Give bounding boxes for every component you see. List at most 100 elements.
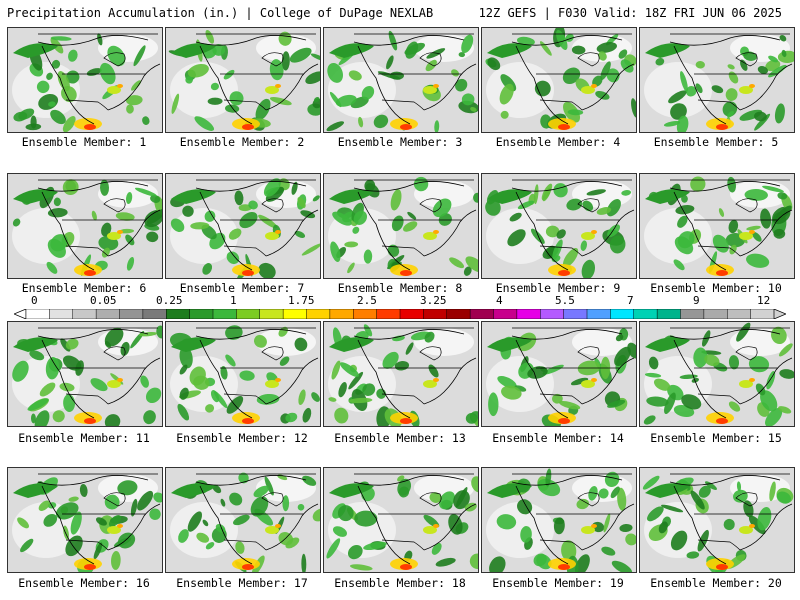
precip-blob [337,505,354,522]
precip-blob [196,532,210,543]
precip-blob [646,396,669,407]
moderate-precip [265,380,279,388]
map-panel [481,173,637,279]
member-label: Ensemble Member: 18 [334,576,466,590]
precip-map [166,322,320,426]
precip-blob [643,415,656,425]
east-coastline [581,503,635,551]
member-label: Ensemble Member: 6 [21,281,147,295]
precip-blob [187,63,209,78]
precip-blob [777,192,788,200]
precip-blob [556,229,566,239]
precip-blob [556,30,568,50]
colorbar-swatch [563,309,588,319]
colorbar-swatch [236,309,261,319]
precip-blob [265,186,285,202]
member-label: Ensemble Member: 17 [176,576,308,590]
precip-blob [729,244,737,255]
precip-blob [39,382,56,397]
precip-blob [534,80,551,97]
precip-blob [598,488,609,499]
precip-blob [43,513,58,527]
precip-map [8,468,162,572]
precip-blob [104,414,121,426]
precip-map [482,174,636,278]
us-mexico-border [539,245,583,257]
precip-blob [140,375,149,388]
precip-blob [179,364,188,375]
map-panel [639,27,795,133]
precip-blob [311,392,320,402]
precip-blob [677,215,688,228]
precip-band [645,43,690,58]
arctic-coastline [195,179,316,192]
east-coastline [265,357,319,405]
precip-blob [601,546,616,556]
precip-blob [596,207,612,215]
precip-blob [12,218,21,227]
heavy-precip [558,418,570,424]
precip-blob [38,500,50,511]
precip-band [329,43,374,58]
colorbar [14,309,786,319]
moderate-precip [433,230,439,234]
precip-blob [545,225,560,238]
heavy-precip [400,564,412,570]
precip-blob [673,259,685,271]
precip-blob [644,372,662,378]
precip-map [324,174,478,278]
us-mexico-border [65,393,109,405]
precip-blob [348,70,362,81]
map-panel [7,321,163,427]
colorbar-swatch [610,309,635,319]
precip-blob [674,236,694,255]
precip-blob [12,360,29,382]
precip-blob [99,62,116,85]
precip-blob [125,234,135,246]
arctic-coastline [195,327,316,340]
precip-blob [156,325,162,339]
precip-blob [619,523,633,532]
precip-map [8,28,162,132]
colorbar-swatch [586,309,611,319]
us-mexico-border [381,393,425,405]
precip-blob [153,492,162,503]
precip-blob [235,541,245,554]
member-label: Ensemble Member: 7 [179,281,305,295]
precip-blob [425,59,437,72]
precip-blob [774,205,792,222]
hudson-bay-outline [103,346,126,361]
precip-blob [403,221,418,232]
moderate-precip [117,524,123,528]
heavy-precip [716,564,728,570]
precip-blob [36,80,50,94]
colorbar-swatch [680,309,705,319]
precip-blob [388,30,398,51]
member-label: Ensemble Member: 20 [650,576,782,590]
precip-blob [647,506,664,522]
precip-blob [725,88,738,102]
precip-blob [769,481,776,502]
precip-blob [47,238,66,258]
precip-blob [364,179,376,192]
precip-blob [760,208,772,229]
colorbar-tick: 1 [230,294,237,307]
precip-blob [52,410,65,423]
precip-band [645,483,690,498]
precip-blob [526,542,531,549]
east-coastline [423,209,477,257]
precip-blob [205,30,215,44]
east-coastline [423,357,477,405]
precip-blob [768,55,779,63]
precip-blob [754,111,767,122]
precip-blob [499,83,514,105]
precip-blob [363,324,373,337]
precip-blob [449,257,465,269]
precip-blob [358,116,364,128]
precip-blob [471,476,478,493]
precip-blob [352,226,360,234]
moderate-precip [749,524,755,528]
precip-blob [743,51,757,61]
precip-band [487,43,532,58]
member-label: Ensemble Member: 13 [334,431,466,445]
